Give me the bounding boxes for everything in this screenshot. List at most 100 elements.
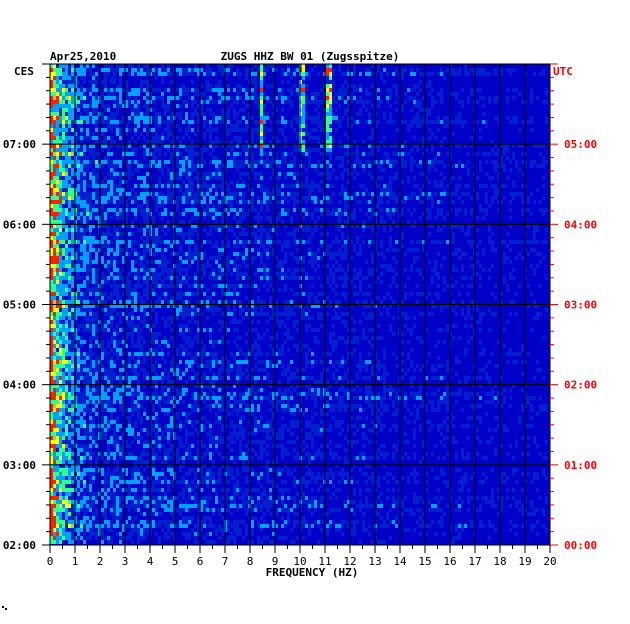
heatmap-cell-3651: [326, 252, 329, 256]
heatmap-cell-4888: [116, 324, 119, 328]
heatmap-cell-675: [92, 100, 95, 104]
heatmap-cell-1431: [251, 140, 254, 144]
heatmap-cell-1400: [68, 140, 71, 144]
heatmap-cell-2417: [56, 192, 59, 196]
heatmap-cell-2428: [89, 192, 92, 196]
heatmap-cell-135: [464, 68, 467, 72]
heatmap-cell-3482: [146, 244, 149, 248]
heatmap-cell-1120: [386, 120, 389, 124]
heatmap-cell-745: [434, 100, 437, 104]
heatmap-cell-1019: [350, 116, 353, 120]
heatmap-cell-1862: [392, 160, 395, 164]
heatmap-cell-3325: [182, 236, 185, 240]
heatmap-cell-779: [113, 104, 116, 108]
heatmap-cell-3874: [410, 264, 413, 268]
heatmap-cell-3074: [407, 220, 410, 224]
heatmap-cell-4343: [194, 292, 197, 296]
heatmap-cell-2136: [83, 176, 86, 180]
heatmap-cell-2059: [83, 172, 86, 176]
heatmap-cell-4795: [272, 316, 275, 320]
heatmap-cell-2379: [188, 188, 191, 192]
heatmap-cell-938: [359, 112, 362, 116]
heatmap-cell-1702: [422, 152, 425, 156]
heatmap-cell-2213: [92, 180, 95, 184]
heatmap-cell-1064: [128, 120, 131, 124]
heatmap-cell-86: [185, 68, 188, 72]
heatmap-cell-3886: [53, 268, 56, 272]
heatmap-cell-1520: [329, 144, 332, 148]
heatmap-cell-3262: [164, 232, 167, 236]
heatmap-cell-2726: [521, 200, 524, 204]
heatmap-cell-1425: [218, 140, 221, 144]
heatmap-cell-1355: [164, 136, 167, 140]
heatmap-cell-1376: [308, 136, 311, 140]
heatmap-cell-2967: [59, 216, 62, 220]
heatmap-cell-3838: [143, 264, 146, 268]
heatmap-cell-2571: [200, 196, 203, 200]
heatmap-cell-3029: [476, 216, 479, 220]
heatmap-cell-2642: [95, 200, 98, 204]
heatmap-cell-4017: [284, 272, 287, 276]
heatmap-cell-4261: [518, 284, 521, 288]
heatmap-cell-1151: [521, 120, 524, 124]
heatmap-cell-2664: [185, 200, 188, 204]
heatmap-cell-3595: [533, 248, 536, 252]
heatmap-cell-1811: [170, 160, 173, 164]
heatmap-cell-2057: [77, 172, 80, 176]
heatmap-cell-4516: [56, 304, 59, 308]
heatmap-cell-1939: [239, 164, 242, 168]
heatmap-cell-475: [431, 88, 434, 92]
heatmap-cell-4115: [422, 276, 425, 280]
heatmap-cell-3932: [260, 268, 263, 272]
heatmap-cell-3376: [152, 240, 155, 244]
heatmap-cell-3452: [515, 240, 518, 244]
heatmap-cell-982: [170, 116, 173, 120]
heatmap-cell-3682: [62, 256, 65, 260]
heatmap-cell-1404: [95, 140, 98, 144]
heatmap-cell-366: [269, 84, 272, 88]
heatmap-cell-4: [62, 64, 65, 68]
heatmap-cell-1428: [236, 140, 239, 144]
heatmap-cell-2132: [71, 176, 74, 180]
heatmap-cell-2427: [86, 192, 89, 196]
heatmap-cell-3868: [338, 264, 341, 268]
heatmap-cell-1538: [413, 144, 416, 148]
heatmap-cell-3158: [458, 224, 461, 228]
heatmap-cell-3173: [62, 228, 65, 232]
heatmap-cell-1107: [317, 120, 320, 124]
heatmap-cell-907: [170, 112, 173, 116]
heatmap-cell-4126: [509, 276, 512, 280]
heatmap-cell-4477: [233, 300, 236, 304]
heatmap-cell-3449: [503, 240, 506, 244]
heatmap-cell-1658: [191, 152, 194, 156]
heatmap-cell-4224: [230, 284, 233, 288]
heatmap-cell-1169: [125, 124, 128, 128]
heatmap-cell-3930: [236, 268, 239, 272]
heatmap-cell-3255: [122, 232, 125, 236]
heatmap-cell-1782: [68, 160, 71, 164]
heatmap-cell-3094: [113, 224, 116, 228]
heatmap-cell-1004: [296, 116, 299, 120]
heatmap-cell-2407: [389, 188, 392, 192]
heatmap-cell-4668: [467, 308, 470, 312]
heatmap-cell-724: [320, 100, 323, 104]
heatmap-cell-167: [128, 72, 131, 76]
heatmap-cell-4260: [506, 284, 509, 288]
heatmap-cell-3956: [410, 268, 413, 272]
heatmap-cell-693: [182, 100, 185, 104]
heatmap-cell-3341: [356, 236, 359, 240]
heatmap-cell-1745: [200, 156, 203, 160]
heatmap-cell-2957: [455, 212, 458, 216]
heatmap-cell-4165: [344, 280, 347, 284]
heatmap-cell-3440: [446, 240, 449, 244]
heatmap-cell-3789: [206, 260, 209, 264]
heatmap-cell-688: [146, 100, 149, 104]
heatmap-cell-847: [164, 108, 167, 112]
heatmap-cell-3844: [179, 264, 182, 268]
heatmap-cell-3574: [353, 248, 356, 252]
heatmap-cell-1764: [338, 156, 341, 160]
heatmap-cell-125: [395, 68, 398, 72]
heatmap-cell-521: [221, 92, 224, 96]
heatmap-cell-165: [119, 72, 122, 76]
heatmap-cell-1986: [497, 164, 500, 168]
